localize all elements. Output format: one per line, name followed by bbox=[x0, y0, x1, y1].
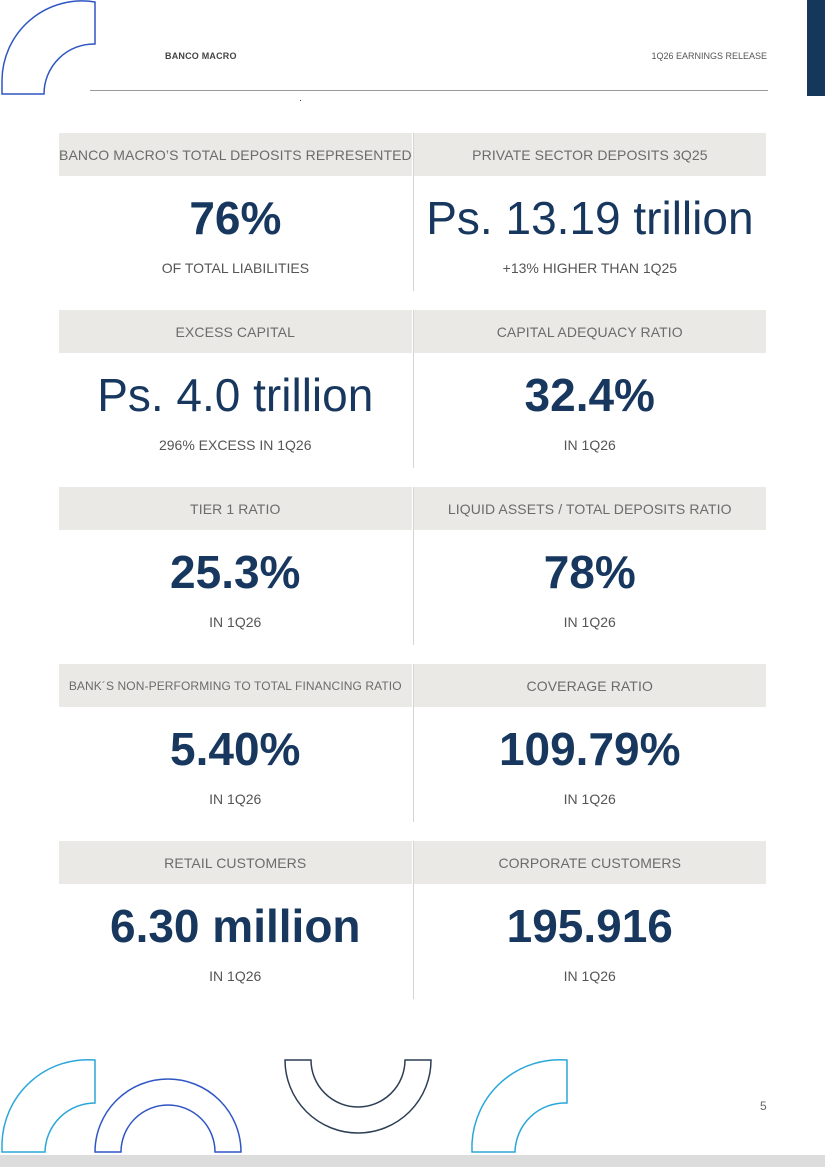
side-accent-bar bbox=[807, 0, 825, 96]
metric-subtitle: IN 1Q26 bbox=[209, 791, 262, 807]
header-release: 1Q26 EARNINGS RELEASE bbox=[651, 51, 767, 61]
bottom-arcs-decoration bbox=[1, 1058, 568, 1153]
metric-card: TIER 1 RATIO 25.3% IN 1Q26 bbox=[59, 487, 412, 645]
metric-value: Ps. 4.0 trillion bbox=[97, 369, 374, 421]
metric-value: 25.3% bbox=[170, 546, 301, 598]
metrics-row: TIER 1 RATIO 25.3% IN 1Q26 LIQUID ASSETS… bbox=[59, 487, 766, 645]
metric-card: LIQUID ASSETS / TOTAL DEPOSITS RATIO 78%… bbox=[412, 487, 766, 645]
header-divider bbox=[90, 90, 768, 91]
metric-value: 76% bbox=[189, 192, 282, 244]
metrics-row: EXCESS CAPITAL Ps. 4.0 trillion 296% EXC… bbox=[59, 310, 766, 468]
metric-value: 6.30 million bbox=[109, 900, 361, 952]
metric-value: Ps. 13.19 trillion bbox=[426, 192, 754, 244]
metric-subtitle: 296% EXCESS IN 1Q26 bbox=[158, 437, 312, 453]
metric-card: RETAIL CUSTOMERS 6.30 million IN 1Q26 bbox=[59, 841, 412, 999]
metric-header: TIER 1 RATIO bbox=[59, 487, 412, 530]
metrics-row: BANCO MACRO’S TOTAL DEPOSITS REPRESENTED… bbox=[59, 133, 766, 291]
metrics-grid: BANCO MACRO’S TOTAL DEPOSITS REPRESENTED… bbox=[59, 133, 766, 1018]
metric-subtitle: IN 1Q26 bbox=[563, 437, 616, 453]
metric-header: PRIVATE SECTOR DEPOSITS 3Q25 bbox=[413, 133, 766, 176]
metrics-row: RETAIL CUSTOMERS 6.30 million IN 1Q26 CO… bbox=[59, 841, 766, 999]
metrics-row: BANK´S NON-PERFORMING TO TOTAL FINANCING… bbox=[59, 664, 766, 822]
top-arc-decoration bbox=[1, 0, 96, 95]
metric-subtitle: IN 1Q26 bbox=[563, 968, 616, 984]
header-company: BANCO MACRO bbox=[165, 51, 237, 61]
metric-value: 5.40% bbox=[170, 723, 301, 775]
metric-card: COVERAGE RATIO 109.79% IN 1Q26 bbox=[412, 664, 766, 822]
metric-header: CAPITAL ADEQUACY RATIO bbox=[413, 310, 766, 353]
metric-value: 109.79% bbox=[498, 723, 681, 775]
metric-header: EXCESS CAPITAL bbox=[59, 310, 412, 353]
page-number: 5 bbox=[760, 1099, 767, 1113]
metric-header: BANCO MACRO’S TOTAL DEPOSITS REPRESENTED bbox=[59, 133, 412, 176]
metric-header: CORPORATE CUSTOMERS bbox=[413, 841, 766, 884]
metric-subtitle: IN 1Q26 bbox=[209, 968, 262, 984]
metric-value: 32.4% bbox=[524, 369, 655, 421]
metric-card: BANCO MACRO’S TOTAL DEPOSITS REPRESENTED… bbox=[59, 133, 412, 291]
metric-header: COVERAGE RATIO bbox=[413, 664, 766, 707]
metric-card: CAPITAL ADEQUACY RATIO 32.4% IN 1Q26 bbox=[412, 310, 766, 468]
metric-subtitle: +13% HIGHER THAN 1Q25 bbox=[502, 260, 678, 276]
metric-header: RETAIL CUSTOMERS bbox=[59, 841, 412, 884]
metric-value: 195.916 bbox=[506, 900, 673, 952]
metric-value: 78% bbox=[543, 546, 636, 598]
metric-card: PRIVATE SECTOR DEPOSITS 3Q25 Ps. 13.19 t… bbox=[412, 133, 766, 291]
metric-card: CORPORATE CUSTOMERS 195.916 IN 1Q26 bbox=[412, 841, 766, 999]
metric-subtitle: OF TOTAL LIABILITIES bbox=[161, 260, 310, 276]
metric-subtitle: IN 1Q26 bbox=[563, 614, 616, 630]
metric-header: BANK´S NON-PERFORMING TO TOTAL FINANCING… bbox=[59, 664, 412, 707]
metric-card: BANK´S NON-PERFORMING TO TOTAL FINANCING… bbox=[59, 664, 412, 822]
metric-card: EXCESS CAPITAL Ps. 4.0 trillion 296% EXC… bbox=[59, 310, 412, 468]
metric-subtitle: IN 1Q26 bbox=[209, 614, 262, 630]
metric-header: LIQUID ASSETS / TOTAL DEPOSITS RATIO bbox=[413, 487, 766, 530]
footer-bar bbox=[0, 1155, 825, 1167]
stray-dot bbox=[300, 100, 301, 101]
metric-subtitle: IN 1Q26 bbox=[563, 791, 616, 807]
